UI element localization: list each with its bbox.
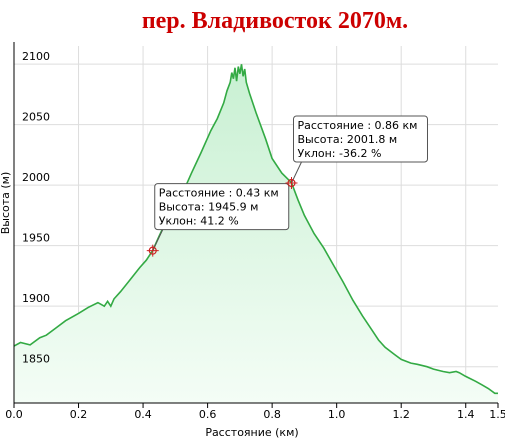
- elevation-area: [14, 64, 498, 403]
- y-tick-label: 2100: [22, 50, 50, 63]
- x-tick-label: 0.0: [5, 408, 23, 421]
- x-tick-label: 1.5: [489, 408, 505, 421]
- y-axis-label: Высота (м): [0, 172, 12, 235]
- annotation-text: Расстояние : 0.43 км: [159, 187, 279, 200]
- y-tick-label: 2000: [22, 171, 50, 184]
- x-tick-label: 0.6: [199, 408, 217, 421]
- y-tick-label: 1850: [22, 353, 50, 366]
- y-tick-label: 2050: [22, 111, 50, 124]
- y-tick-label: 1900: [22, 292, 50, 305]
- annotation-text: Уклон: -36.2 %: [297, 147, 381, 160]
- x-tick-label: 0.2: [70, 408, 88, 421]
- x-tick-label: 0.4: [134, 408, 152, 421]
- annotation-text: Высота: 1945.9 м: [159, 201, 259, 214]
- x-tick-label: 1.0: [328, 408, 346, 421]
- tick-labels: 2100 2050 2000 1950 1900 1850 0.0 0.2 0.4 0.6 0.8 1…: [5, 50, 505, 421]
- annotation-text: Высота: 2001.8 м: [297, 133, 397, 146]
- x-axis-label: Расстояние (км): [205, 426, 298, 439]
- x-tick-label: 0.8: [263, 408, 281, 421]
- x-tick-label: 1.2: [392, 408, 410, 421]
- y-tick-label: 1950: [22, 232, 50, 245]
- chart-title: пер. Владивосток 2070м.: [142, 8, 408, 34]
- axes: [13, 42, 498, 404]
- annotation-text: Уклон: 41.2 %: [159, 215, 239, 228]
- elevation-line: [13, 64, 498, 395]
- x-tick-label: 1.4: [457, 408, 475, 421]
- annotation-box: [292, 115, 428, 163]
- annotation-box: [154, 183, 290, 231]
- annotation-text: Расстояние : 0.86 км: [297, 119, 417, 132]
